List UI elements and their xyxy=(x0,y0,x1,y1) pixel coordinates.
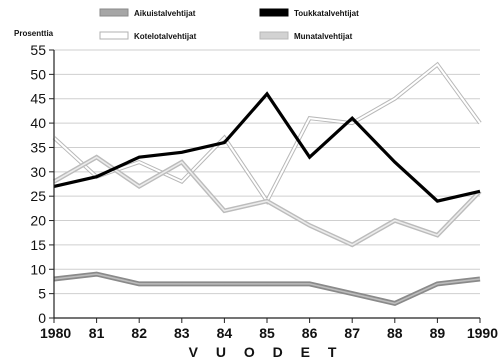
y-tick-label: 55 xyxy=(30,42,46,58)
data-point xyxy=(309,283,311,285)
legend-label: Kotelotalvehtijat xyxy=(134,32,197,41)
gridlines xyxy=(54,49,480,295)
x-tick-label: 89 xyxy=(430,325,446,341)
data-point xyxy=(138,283,140,285)
y-tick-label: 20 xyxy=(30,213,46,229)
data-point xyxy=(266,283,268,285)
data-point xyxy=(266,93,268,95)
legend-swatch xyxy=(99,8,129,17)
data-point xyxy=(437,283,439,285)
series-layer xyxy=(52,61,482,307)
y-tick-label: 35 xyxy=(30,139,46,155)
series-toukkatalvehtijat xyxy=(53,91,481,203)
data-point xyxy=(394,303,396,305)
data-point xyxy=(266,200,268,202)
legend-item: Munatalvehtijat xyxy=(259,31,353,41)
x-tick-label: 83 xyxy=(174,325,190,341)
series-munatalvehtijat xyxy=(52,154,482,248)
data-point xyxy=(138,156,140,158)
data-point xyxy=(96,176,98,178)
legend-swatch xyxy=(99,31,129,40)
data-point xyxy=(437,234,439,236)
data-point xyxy=(394,98,396,100)
series-aikuistalvehtijat xyxy=(53,271,481,307)
x-tick-label: 85 xyxy=(259,325,275,341)
data-point xyxy=(351,244,353,246)
y-axis-label: Prosenttia xyxy=(14,29,54,38)
x-tick-label: 84 xyxy=(217,325,233,341)
y-axis-ticks: 0 5 10 15 20 25 30 35 40 45 50 55 xyxy=(30,42,54,326)
data-point xyxy=(394,161,396,163)
legend-item: Toukkatalvehtijat xyxy=(259,8,359,18)
data-point xyxy=(224,142,226,144)
y-tick-label: 30 xyxy=(30,164,46,180)
data-point xyxy=(437,64,439,66)
data-point xyxy=(351,117,353,119)
data-point xyxy=(181,283,183,285)
legend: Aikuistalvehtijat Toukkatalvehtijat Kotelo… xyxy=(99,8,359,41)
data-point xyxy=(351,122,353,124)
legend-label: Munatalvehtijat xyxy=(294,32,353,41)
data-point xyxy=(224,210,226,212)
legend-swatch xyxy=(259,31,289,40)
x-tick-label: 81 xyxy=(89,325,105,341)
x-tick-label: 86 xyxy=(302,325,318,341)
data-point xyxy=(394,220,396,222)
data-point xyxy=(181,152,183,154)
y-tick-label: 0 xyxy=(38,310,46,326)
data-point xyxy=(224,283,226,285)
x-tick-label: 1990 xyxy=(467,325,498,341)
x-axis-label: V U O D E T xyxy=(189,344,344,360)
data-point xyxy=(479,122,481,124)
legend-label: Toukkatalvehtijat xyxy=(294,9,359,18)
data-point xyxy=(181,161,183,163)
data-point xyxy=(138,161,140,163)
series-line-inner xyxy=(53,273,481,305)
y-tick-label: 50 xyxy=(30,66,46,82)
data-point xyxy=(351,293,353,295)
legend-swatch xyxy=(259,8,289,17)
series-line-inner xyxy=(53,156,481,246)
data-point xyxy=(309,117,311,119)
data-point xyxy=(479,278,481,280)
data-point xyxy=(309,225,311,227)
y-tick-label: 40 xyxy=(30,115,46,131)
data-point xyxy=(96,273,98,275)
y-tick-label: 25 xyxy=(30,188,46,204)
data-point xyxy=(181,181,183,183)
data-point xyxy=(479,191,481,193)
x-tick-label: 88 xyxy=(387,325,403,341)
legend-item: Aikuistalvehtijat xyxy=(99,8,196,18)
data-point xyxy=(138,186,140,188)
x-tick-label: 87 xyxy=(344,325,360,341)
legend-label: Aikuistalvehtijat xyxy=(134,9,196,18)
x-axis-ticks: 1980 81 82 83 84 85 86 87 88 89 1990 xyxy=(40,318,498,341)
data-point xyxy=(309,156,311,158)
data-point xyxy=(96,156,98,158)
y-tick-label: 5 xyxy=(38,286,46,302)
y-tick-label: 45 xyxy=(30,91,46,107)
x-tick-label: 1980 xyxy=(40,325,71,341)
series-line xyxy=(53,91,481,203)
x-tick-label: 82 xyxy=(131,325,147,341)
legend-item: Kotelotalvehtijat xyxy=(99,31,197,41)
data-point xyxy=(437,200,439,202)
y-tick-label: 10 xyxy=(30,261,46,277)
data-point xyxy=(224,137,226,139)
y-tick-label: 15 xyxy=(30,237,46,253)
